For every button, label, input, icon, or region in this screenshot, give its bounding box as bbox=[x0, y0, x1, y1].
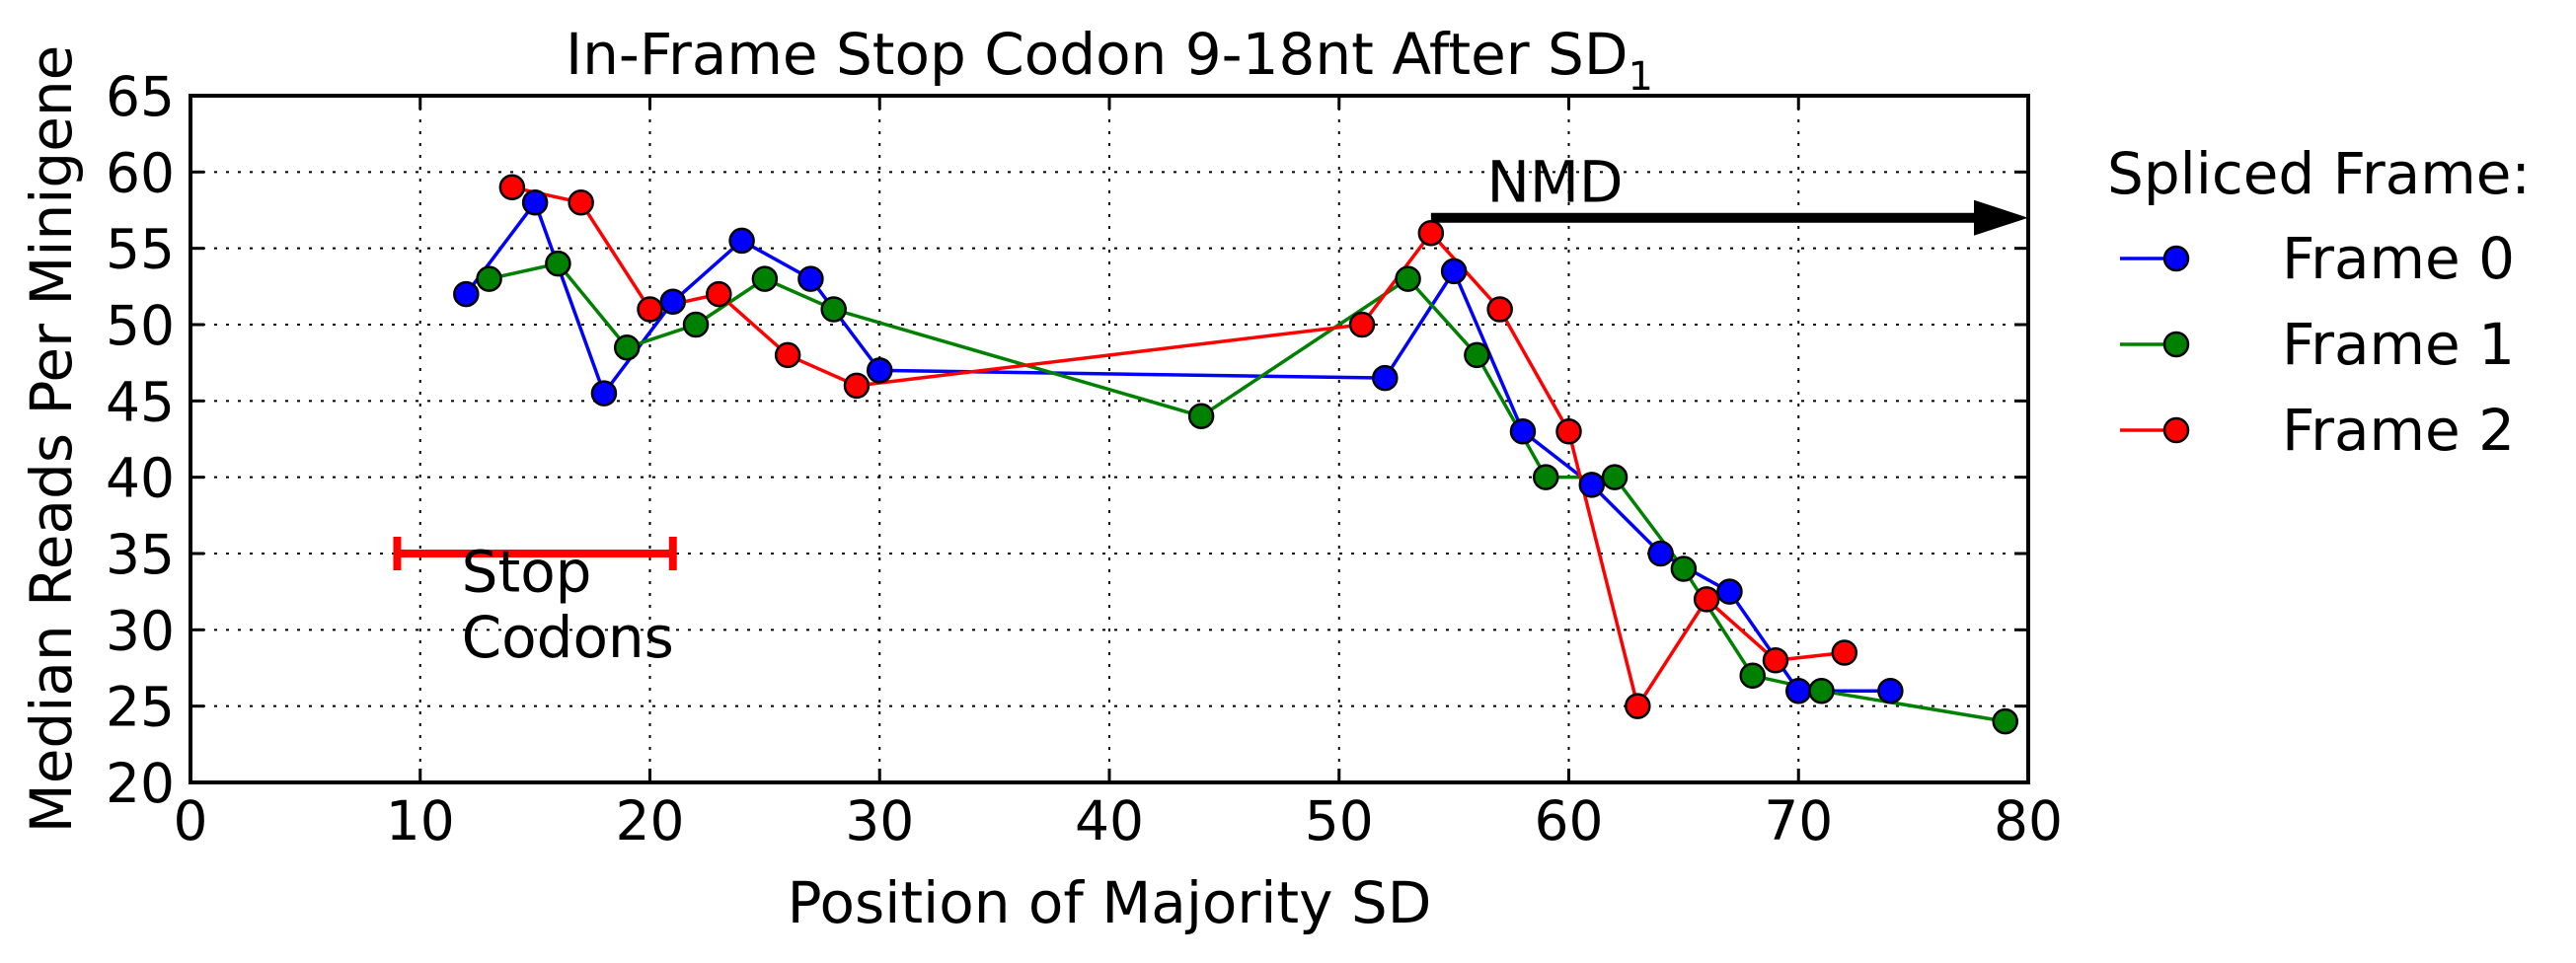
series-markers-frame-1 bbox=[476, 250, 2018, 735]
data-point bbox=[1992, 707, 2018, 735]
nmd-arrow-head bbox=[1974, 199, 2028, 236]
data-point bbox=[1417, 219, 1445, 247]
legend-label: Frame 1 bbox=[2282, 311, 2515, 378]
data-point bbox=[1693, 586, 1720, 613]
data-point bbox=[1625, 693, 1651, 719]
stop-codons-label-line1: Stop bbox=[462, 539, 592, 606]
data-point bbox=[613, 333, 641, 361]
legend: Spliced Frame: Frame 0 Frame 1 Frame 2 bbox=[2107, 140, 2531, 464]
data-point bbox=[476, 265, 502, 292]
x-tick-label: 50 bbox=[1305, 789, 1374, 852]
legend-item-frame-2: Frame 2 bbox=[2120, 397, 2515, 464]
legend-marker bbox=[2162, 331, 2190, 358]
data-point bbox=[1716, 578, 1743, 605]
legend-label: Frame 0 bbox=[2282, 225, 2515, 292]
legend-items: Frame 0 Frame 1 Frame 2 bbox=[2120, 225, 2515, 464]
x-tick-label: 20 bbox=[616, 789, 685, 852]
x-tick-label: 0 bbox=[174, 789, 208, 852]
data-point bbox=[751, 265, 779, 292]
annotation-layer: Stop Codons NMD bbox=[393, 149, 2028, 671]
data-point bbox=[682, 311, 710, 338]
data-point bbox=[1532, 464, 1559, 490]
data-point bbox=[568, 189, 594, 216]
stop-codons-label-line2: Codons bbox=[462, 604, 674, 671]
series-markers-frame-2 bbox=[498, 174, 1858, 719]
data-point bbox=[453, 280, 480, 308]
data-point bbox=[1877, 677, 1904, 704]
y-tick-label: 20 bbox=[106, 752, 175, 815]
data-point bbox=[1372, 364, 1399, 392]
y-tick-label: 65 bbox=[106, 65, 175, 128]
data-point bbox=[1601, 464, 1629, 490]
y-axis-label: Median Reads Per Minigene bbox=[18, 45, 85, 834]
x-tick-label: 30 bbox=[845, 789, 914, 852]
y-tick-label: 25 bbox=[106, 676, 175, 739]
data-point bbox=[498, 174, 526, 201]
series-frame-0 bbox=[464, 198, 1891, 693]
y-tick-label: 30 bbox=[106, 599, 175, 662]
data-point bbox=[1785, 677, 1812, 704]
data-point bbox=[1464, 341, 1490, 369]
x-tick-label: 10 bbox=[386, 789, 455, 852]
data-point bbox=[590, 380, 618, 407]
data-point bbox=[1578, 472, 1606, 498]
y-tick-label: 60 bbox=[106, 141, 175, 204]
nmd-label: NMD bbox=[1486, 149, 1623, 216]
chart-title: In-Frame Stop Codon 9-18nt After SD1 bbox=[566, 21, 1653, 100]
x-axis-label: Position of Majority SD bbox=[788, 869, 1432, 936]
data-point bbox=[1486, 296, 1513, 323]
y-tick-label: 35 bbox=[106, 523, 175, 586]
data-point bbox=[1831, 639, 1858, 666]
data-point bbox=[1647, 540, 1674, 567]
data-point bbox=[1348, 311, 1376, 338]
legend-label: Frame 2 bbox=[2282, 397, 2515, 464]
data-point bbox=[637, 296, 663, 323]
data-point bbox=[521, 189, 549, 216]
data-point bbox=[1395, 265, 1421, 292]
data-point bbox=[867, 357, 893, 384]
x-tick-label: 40 bbox=[1075, 789, 1144, 852]
legend-item-frame-0: Frame 0 bbox=[2120, 225, 2515, 292]
x-tick-label: 80 bbox=[1994, 789, 2063, 852]
data-point bbox=[706, 280, 732, 308]
series-line bbox=[464, 198, 1891, 693]
data-point bbox=[1555, 418, 1582, 445]
data-point bbox=[728, 227, 755, 255]
legend-title: Spliced Frame: bbox=[2107, 140, 2531, 207]
legend-marker bbox=[2162, 245, 2190, 272]
data-point bbox=[545, 250, 571, 277]
data-point bbox=[1762, 647, 1789, 674]
legend-marker bbox=[2162, 416, 2190, 444]
legend-item-frame-1: Frame 1 bbox=[2120, 311, 2515, 378]
y-tick-label: 45 bbox=[106, 370, 175, 433]
data-point bbox=[1670, 556, 1698, 582]
data-point bbox=[1509, 418, 1537, 445]
data-point bbox=[843, 372, 871, 400]
data-point bbox=[797, 265, 824, 292]
data-point bbox=[1739, 662, 1766, 689]
data-point bbox=[1440, 258, 1468, 285]
x-tick-label: 70 bbox=[1764, 789, 1833, 852]
data-point bbox=[1808, 677, 1835, 704]
y-tick-label: 50 bbox=[106, 294, 175, 357]
chart-title-subscript: 1 bbox=[1629, 54, 1653, 100]
x-tick-label: 60 bbox=[1535, 789, 1604, 852]
data-point bbox=[659, 288, 687, 316]
chart-title-main: In-Frame Stop Codon 9-18nt After SD bbox=[566, 21, 1628, 88]
series-layer bbox=[453, 174, 2018, 735]
data-point bbox=[774, 341, 801, 369]
series-markers-frame-0 bbox=[453, 189, 1904, 704]
tick-layer: 0 10 20 30 40 50 60 70 80 20 25 30 35 40 45 50 55 60 65 bbox=[106, 65, 2063, 852]
y-tick-label: 55 bbox=[106, 218, 175, 281]
data-point bbox=[820, 296, 847, 323]
data-point bbox=[1187, 403, 1215, 430]
y-tick-label: 40 bbox=[106, 447, 175, 510]
